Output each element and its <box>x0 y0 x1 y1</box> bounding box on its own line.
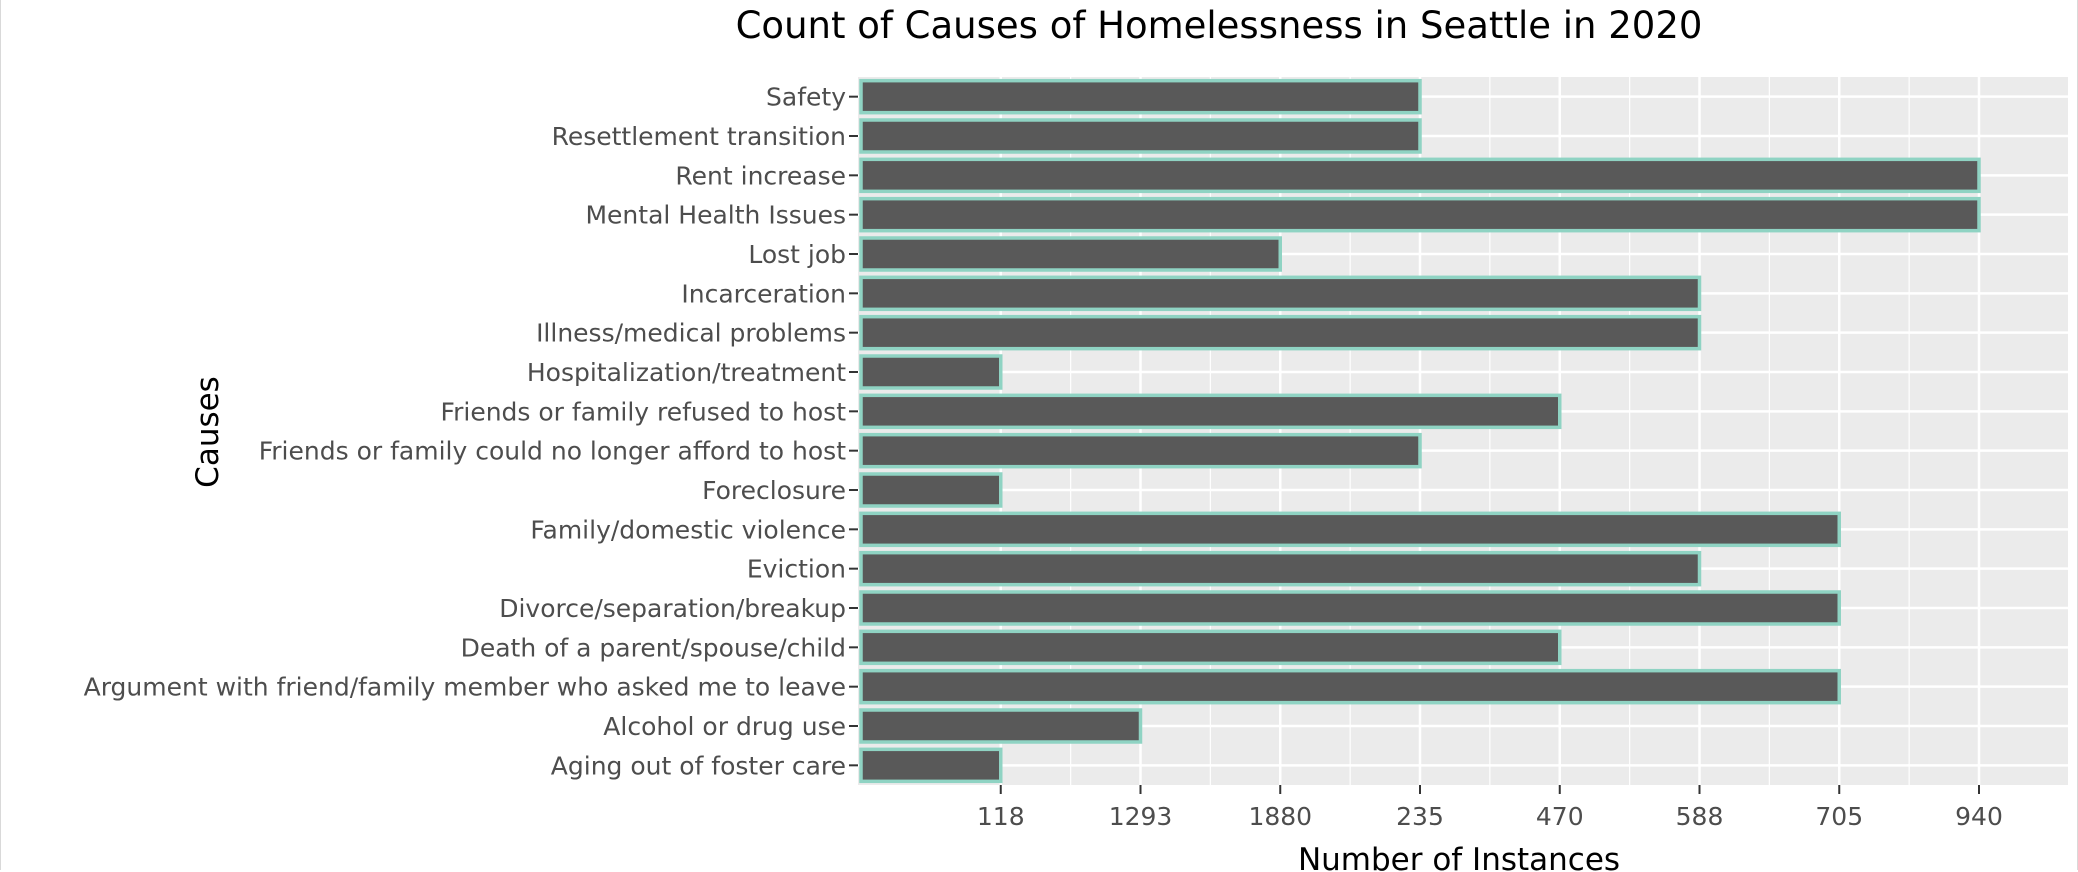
bar <box>859 747 1003 784</box>
y-tick-label: Divorce/separation/breakup <box>499 594 846 623</box>
bar <box>859 668 1841 705</box>
x-tick-label: 940 <box>1955 802 2003 831</box>
bar <box>859 118 1422 154</box>
y-tick-label: Aging out of foster care <box>551 751 846 780</box>
y-axis-title: Causes <box>190 376 226 488</box>
x-tick-label: 1880 <box>1248 802 1312 831</box>
bar <box>859 78 1422 115</box>
bar <box>859 432 1422 469</box>
y-tick-label: Eviction <box>747 555 846 584</box>
x-axis-title: Number of Instances <box>1298 842 1620 872</box>
panel-background <box>858 77 2068 785</box>
x-tick-label: 118 <box>977 802 1025 831</box>
y-tick-label: Alcohol or drug use <box>603 712 846 741</box>
bar <box>859 157 1981 194</box>
y-tick-label: Rent increase <box>675 161 846 190</box>
plot-panel <box>858 77 2068 785</box>
x-axis: 118 1293 1880 235 470 588 705 940 <box>977 785 2003 831</box>
y-tick-label: Family/domestic violence <box>530 515 846 544</box>
bar <box>859 472 1003 508</box>
x-tick-label: 705 <box>1815 802 1863 831</box>
bar <box>859 314 1702 351</box>
y-tick-label: Illness/medical problems <box>536 319 846 348</box>
chart-title: Count of Causes of Homelessness in Seatt… <box>736 4 1703 47</box>
y-tick-label: Resettlement transition <box>552 122 846 151</box>
bar <box>859 196 1981 233</box>
y-tick-label: Safety <box>766 83 846 112</box>
y-tick-label: Friends or family refused to host <box>441 397 847 426</box>
x-tick-label: 588 <box>1676 802 1724 831</box>
x-tick-label: 470 <box>1536 802 1584 831</box>
bar <box>859 236 1282 272</box>
bar <box>859 275 1702 312</box>
bar <box>859 708 1143 744</box>
bar <box>859 354 1003 390</box>
x-tick-label: 1293 <box>1109 802 1173 831</box>
bar <box>859 550 1702 587</box>
x-tick-label: 235 <box>1396 802 1444 831</box>
y-tick-label: Argument with friend/family member who a… <box>84 673 846 702</box>
y-axis: Safety Resettlement transition Rent increa… <box>84 83 858 780</box>
bar <box>859 629 1562 666</box>
y-tick-label: Mental Health Issues <box>585 201 846 230</box>
y-tick-label: Hospitalization/treatment <box>527 358 846 387</box>
y-tick-label: Foreclosure <box>702 476 846 505</box>
y-tick-label: Friends or family could no longer afford… <box>259 437 846 466</box>
bar <box>859 393 1562 430</box>
bar <box>859 511 1841 548</box>
y-tick-label: Incarceration <box>681 279 846 308</box>
bars <box>859 78 1981 784</box>
y-tick-label: Death of a parent/spouse/child <box>461 633 846 662</box>
bar <box>859 590 1841 626</box>
y-tick-label: Lost job <box>748 240 846 269</box>
